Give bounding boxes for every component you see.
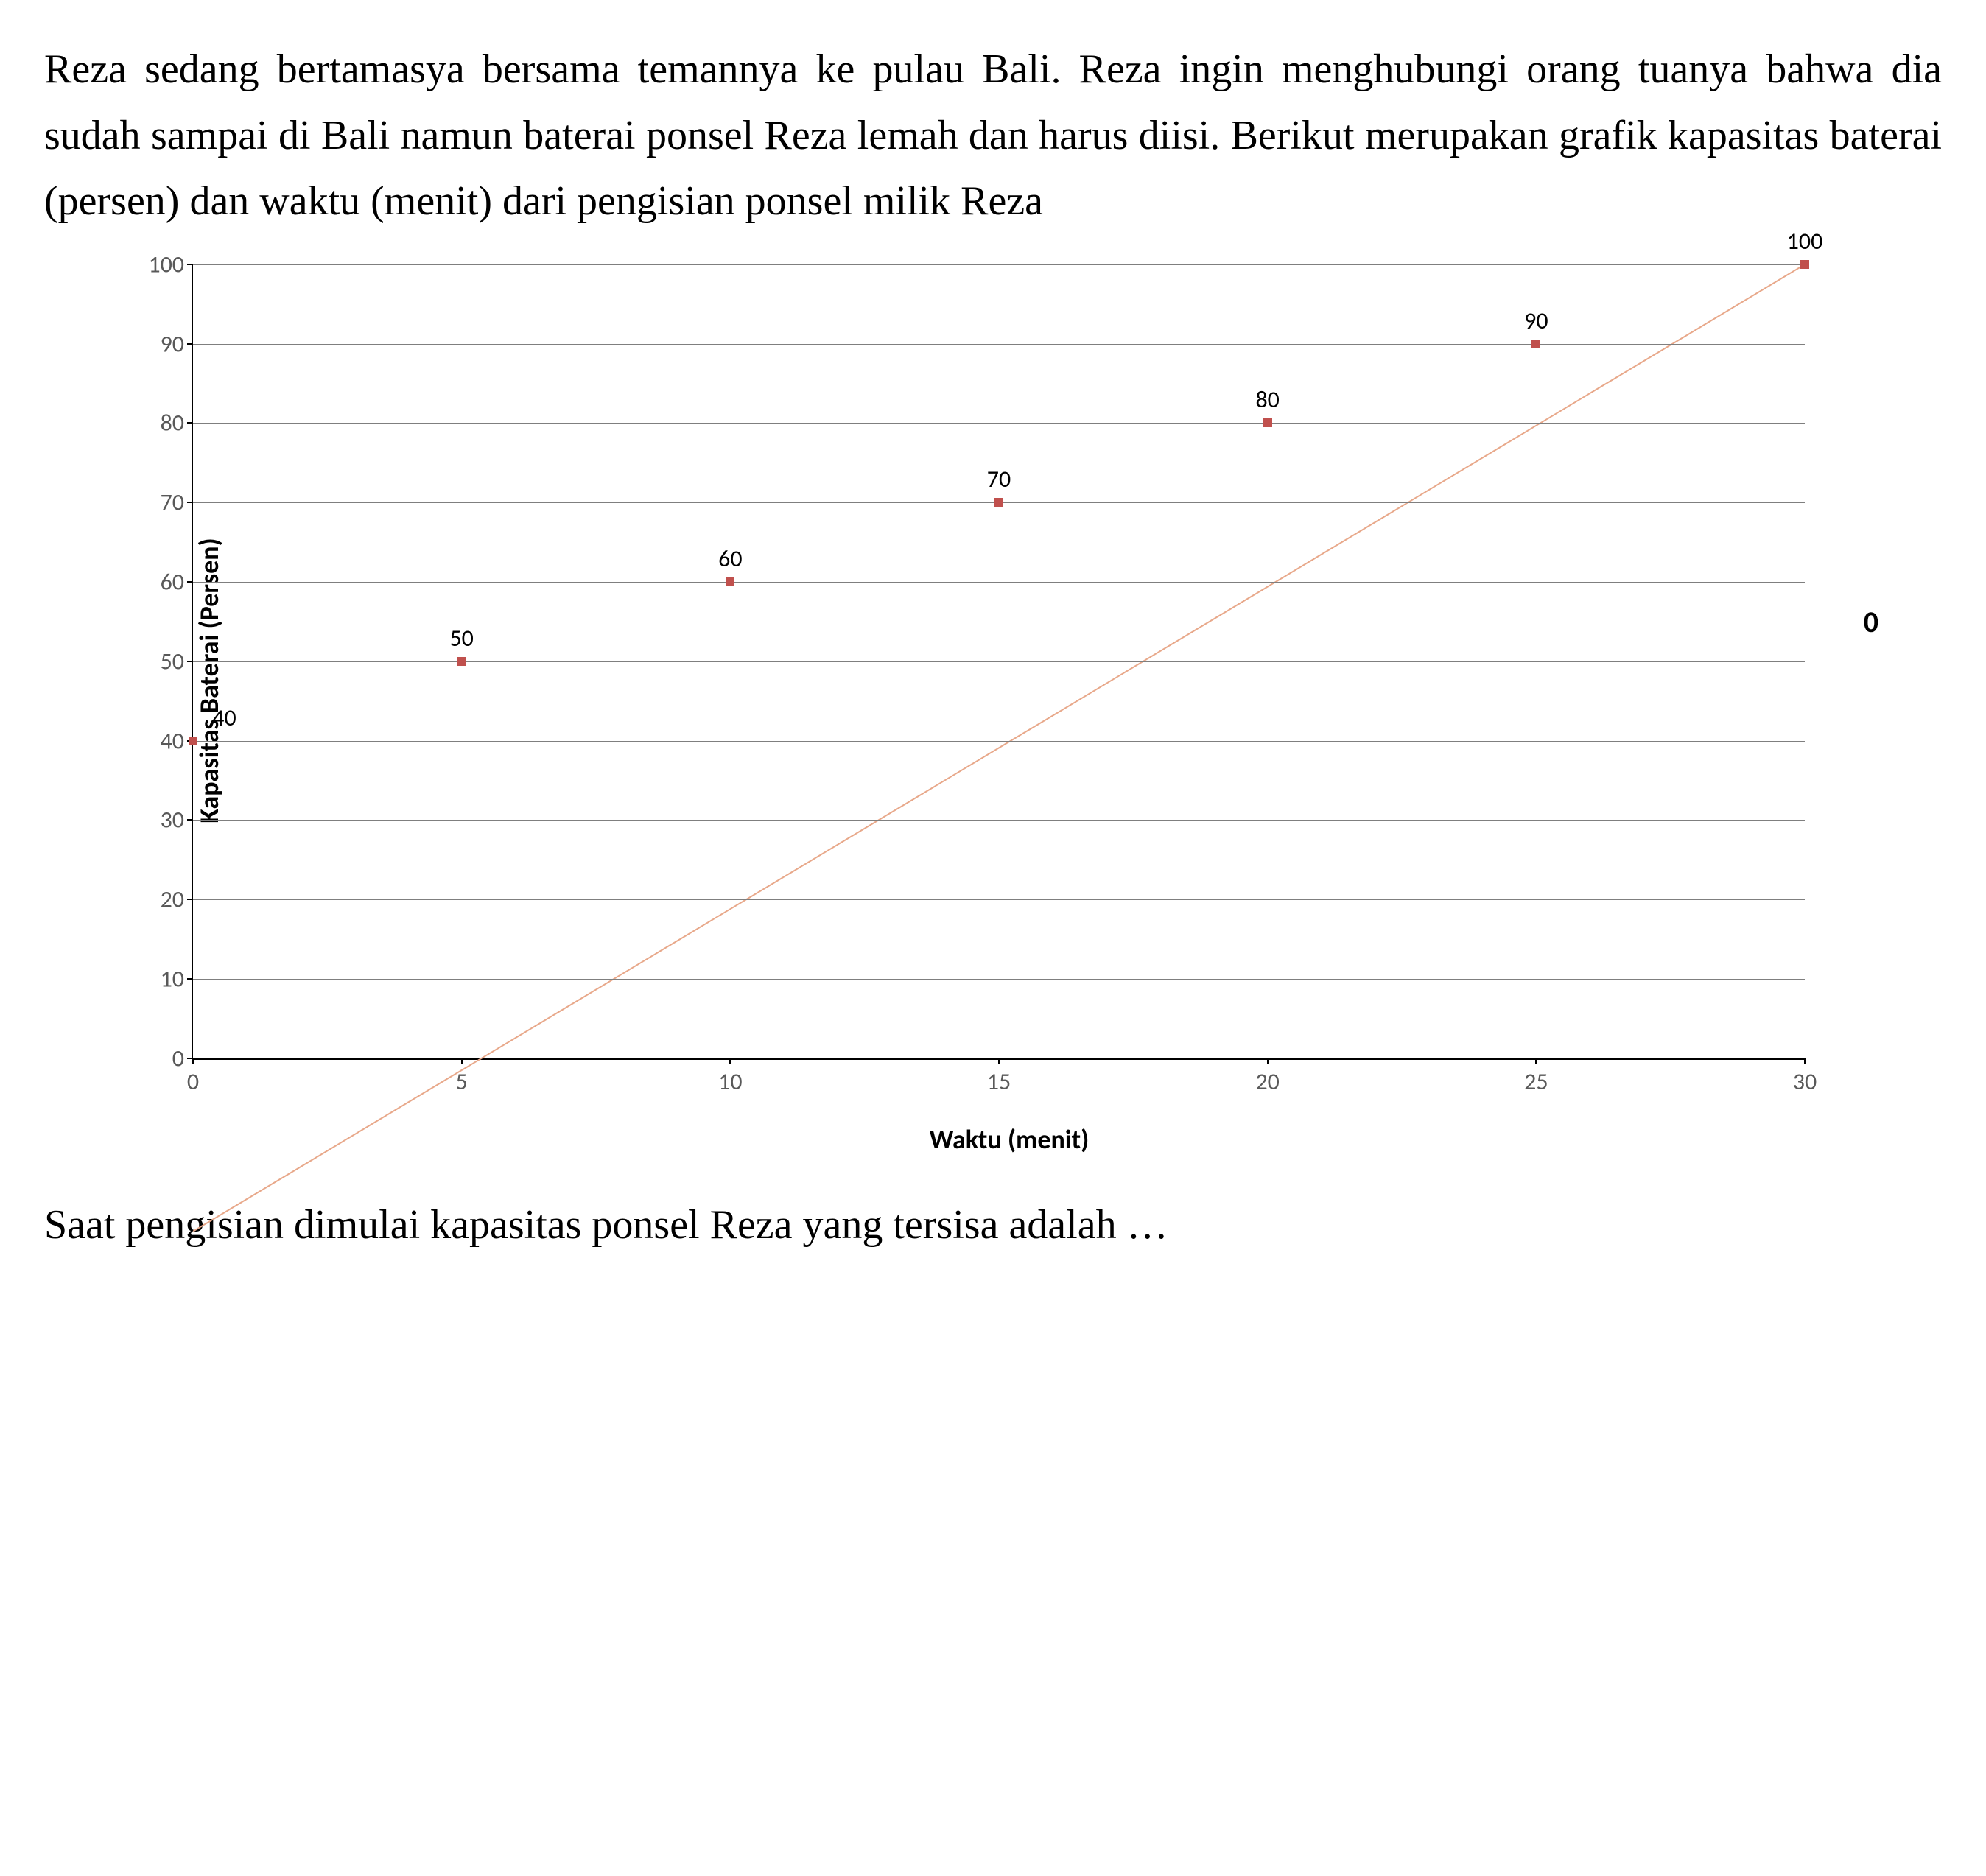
x-tick-mark [1267, 1058, 1269, 1064]
question-text: Saat pengisian dimulai kapasitas ponsel … [44, 1192, 1942, 1259]
gridline [193, 899, 1805, 900]
y-tick-label: 50 [161, 647, 184, 675]
plot-area: 0102030405060708090100051015202530405060… [192, 264, 1805, 1060]
gridline [193, 741, 1805, 742]
x-tick-mark [1535, 1058, 1537, 1064]
y-tick-label: 40 [161, 726, 184, 755]
y-tick-label: 70 [161, 488, 184, 517]
data-point [1800, 260, 1809, 269]
gridline [193, 423, 1805, 424]
y-tick-mark [187, 581, 193, 583]
data-point [457, 657, 466, 666]
gridline [193, 582, 1805, 583]
battery-chart: Kapasitas Baterai (Persen) 0102030405060… [125, 257, 1893, 1104]
y-tick-label: 0 [172, 1044, 184, 1072]
y-tick-label: 80 [161, 409, 184, 438]
data-point [1263, 418, 1272, 427]
gridline [193, 264, 1805, 265]
data-label: 40 [212, 703, 236, 732]
x-tick-mark [461, 1058, 463, 1064]
y-tick-label: 10 [161, 964, 184, 993]
data-label: 100 [1787, 227, 1823, 256]
problem-text: Reza sedang bertamasya bersama temannya … [44, 37, 1942, 235]
y-tick-label: 90 [161, 329, 184, 358]
y-tick-label: 100 [148, 250, 184, 278]
data-label: 50 [449, 624, 473, 653]
x-tick-label: 15 [987, 1067, 1011, 1096]
y-tick-mark [187, 819, 193, 821]
data-point [994, 498, 1003, 507]
y-tick-mark [187, 264, 193, 265]
legend-marker: 0 [1864, 604, 1878, 640]
x-tick-label: 0 [187, 1067, 199, 1096]
y-tick-label: 30 [161, 806, 184, 835]
y-tick-mark [187, 899, 193, 900]
x-tick-mark [998, 1058, 1000, 1064]
x-tick-label: 5 [456, 1067, 468, 1096]
y-tick-mark [187, 422, 193, 424]
gridline [193, 344, 1805, 345]
x-tick-label: 20 [1255, 1067, 1279, 1096]
x-tick-label: 10 [718, 1067, 742, 1096]
x-tick-label: 25 [1524, 1067, 1548, 1096]
gridline [193, 661, 1805, 662]
x-tick-mark [1804, 1058, 1806, 1064]
x-tick-mark [729, 1058, 731, 1064]
gridline [193, 979, 1805, 980]
y-tick-label: 60 [161, 567, 184, 596]
y-tick-mark [187, 978, 193, 980]
y-tick-mark [187, 343, 193, 345]
data-label: 70 [987, 465, 1011, 493]
gridline [193, 820, 1805, 821]
data-label: 80 [1255, 385, 1279, 414]
data-point [1531, 340, 1540, 348]
y-tick-mark [187, 661, 193, 662]
x-tick-label: 30 [1793, 1067, 1817, 1096]
x-tick-mark [192, 1058, 194, 1064]
data-point [726, 577, 734, 586]
y-tick-mark [187, 502, 193, 503]
y-tick-label: 20 [161, 885, 184, 914]
data-label: 90 [1524, 306, 1548, 335]
data-label: 60 [718, 544, 742, 573]
data-point [189, 737, 197, 745]
x-axis-label: Waktu (menit) [930, 1123, 1090, 1156]
